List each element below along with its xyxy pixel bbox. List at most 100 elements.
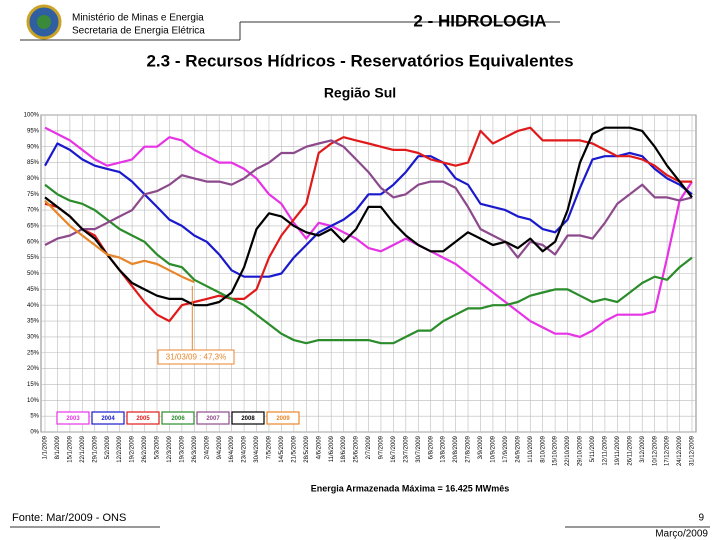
x-tick-label: 5/2/2009 [105,435,111,459]
x-tick-label: 18/6/2009 [341,435,347,462]
legend-label: 2004 [101,416,115,422]
legend-box [196,411,230,425]
chart-title: Região Sul [324,85,396,101]
x-tick-label: 1/10/2009 [528,435,534,462]
y-tick-label: 40% [27,303,40,309]
x-tick-label: 25/6/2009 [354,435,360,462]
x-tick-label: 27/8/2009 [466,435,472,462]
logo-center [37,15,51,29]
x-tick-label: 1/1/2009 [43,435,49,459]
x-tick-label: 8/10/2009 [540,435,546,462]
y-tick-label: 30% [27,334,40,340]
series-line [44,126,693,338]
legend-box [161,411,195,425]
x-tick-label: 28/5/2009 [304,435,310,462]
x-tick-label: 31/12/2009 [690,435,696,466]
x-tick-label: 10/12/2009 [652,435,658,466]
legend-box [126,411,160,425]
y-tick-label: 75% [27,192,40,198]
legend-label: 2009 [276,416,290,422]
x-tick-label: 16/4/2009 [229,435,235,462]
x-tick-label: 6/8/2009 [428,435,434,459]
y-tick-label: 95% [27,128,40,134]
series-line [44,139,693,259]
annotation-box [157,349,235,365]
x-tick-label: 3/12/2009 [640,435,646,462]
x-tick-label: 15/10/2009 [553,435,559,466]
secretariat: Secretaria de Energia Elétrica [72,26,205,37]
legend-box [266,411,300,425]
x-tick-label: 4/6/2009 [316,435,322,459]
x-tick-label: 8/1/2009 [55,435,61,459]
y-tick-label: 80% [27,176,40,182]
x-tick-label: 26/2/2009 [142,435,148,462]
x-tick-label: 19/11/2009 [615,435,621,465]
x-tick-label: 2/7/2009 [366,435,372,459]
legend-label: 2008 [241,416,255,422]
x-tick-label: 14/5/2009 [279,435,285,462]
legend-label: 2006 [171,416,185,422]
x-tick-label: 12/11/2009 [602,435,608,465]
annotation: 31/03/09 : 47,3% [166,353,227,362]
y-tick-label: 85% [27,160,40,166]
y-tick-label: 5% [30,414,39,420]
x-axis-label: Energia Armazenada Máxima = 16.425 MWmês [311,483,510,493]
y-tick-label: 60% [27,239,40,245]
y-tick-label: 35% [27,319,40,325]
x-tick-label: 30/4/2009 [254,435,260,462]
source: Fonte: Mar/2009 - ONS [12,512,126,524]
series-line [44,142,693,278]
x-tick-label: 21/5/2009 [291,435,297,462]
x-tick-label: 15/1/2009 [67,435,73,462]
series-line [44,126,692,323]
y-tick-label: 90% [27,144,40,150]
page-number: 9 [698,513,704,524]
x-tick-label: 23/4/2009 [242,435,248,462]
y-tick-label: 50% [27,271,40,277]
y-tick-label: 10% [27,398,40,404]
series-line [44,183,693,345]
x-tick-label: 9/4/2009 [217,435,223,459]
legend-box [231,411,265,425]
y-tick-label: 15% [27,382,40,388]
x-tick-label: 30/7/2009 [416,435,422,462]
x-tick-label: 24/9/2009 [515,435,521,462]
x-tick-label: 26/11/2009 [627,435,633,465]
x-tick-label: 16/7/2009 [391,435,397,462]
y-tick-label: 45% [27,287,40,293]
x-tick-label: 5/3/2009 [155,435,161,459]
subtitle: 2.3 - Recursos Hídricos - Reservatórios … [146,51,573,70]
x-tick-label: 9/7/2009 [379,435,385,459]
x-tick-label: 17/9/2009 [503,435,509,462]
y-tick-label: 65% [27,224,40,230]
legend-box [91,411,125,425]
y-tick-label: 55% [27,255,40,261]
y-tick-label: 100% [24,113,40,119]
x-tick-label: 10/9/2009 [491,435,497,462]
x-tick-label: 2/4/2009 [204,435,210,459]
footer-date: Março/2009 [655,529,708,540]
legend-label: 2005 [136,416,150,422]
x-tick-label: 12/2/2009 [117,435,123,462]
x-tick-label: 19/2/2009 [130,435,136,462]
legend-label: 2007 [206,416,220,422]
x-tick-label: 5/11/2009 [590,435,596,462]
y-tick-label: 70% [27,208,40,214]
series-line [44,126,693,307]
y-tick-label: 25% [27,350,40,356]
x-tick-label: 22/10/2009 [565,435,571,466]
x-tick-label: 17/12/2009 [665,435,671,466]
x-tick-label: 29/10/2009 [578,435,584,466]
x-tick-label: 19/3/2009 [179,435,185,462]
x-tick-label: 24/12/2009 [677,435,683,466]
x-tick-label: 26/3/2009 [192,435,198,462]
x-tick-label: 3/9/2009 [478,435,484,459]
x-tick-label: 11/6/2009 [329,435,335,462]
x-tick-label: 20/8/2009 [453,435,459,462]
x-tick-label: 7/5/2009 [267,435,273,459]
x-tick-label: 13/8/2009 [441,435,447,462]
y-tick-label: 20% [27,366,40,372]
ministry: Ministério de Minas e Energia [72,13,204,24]
x-tick-label: 23/7/2009 [403,435,409,462]
